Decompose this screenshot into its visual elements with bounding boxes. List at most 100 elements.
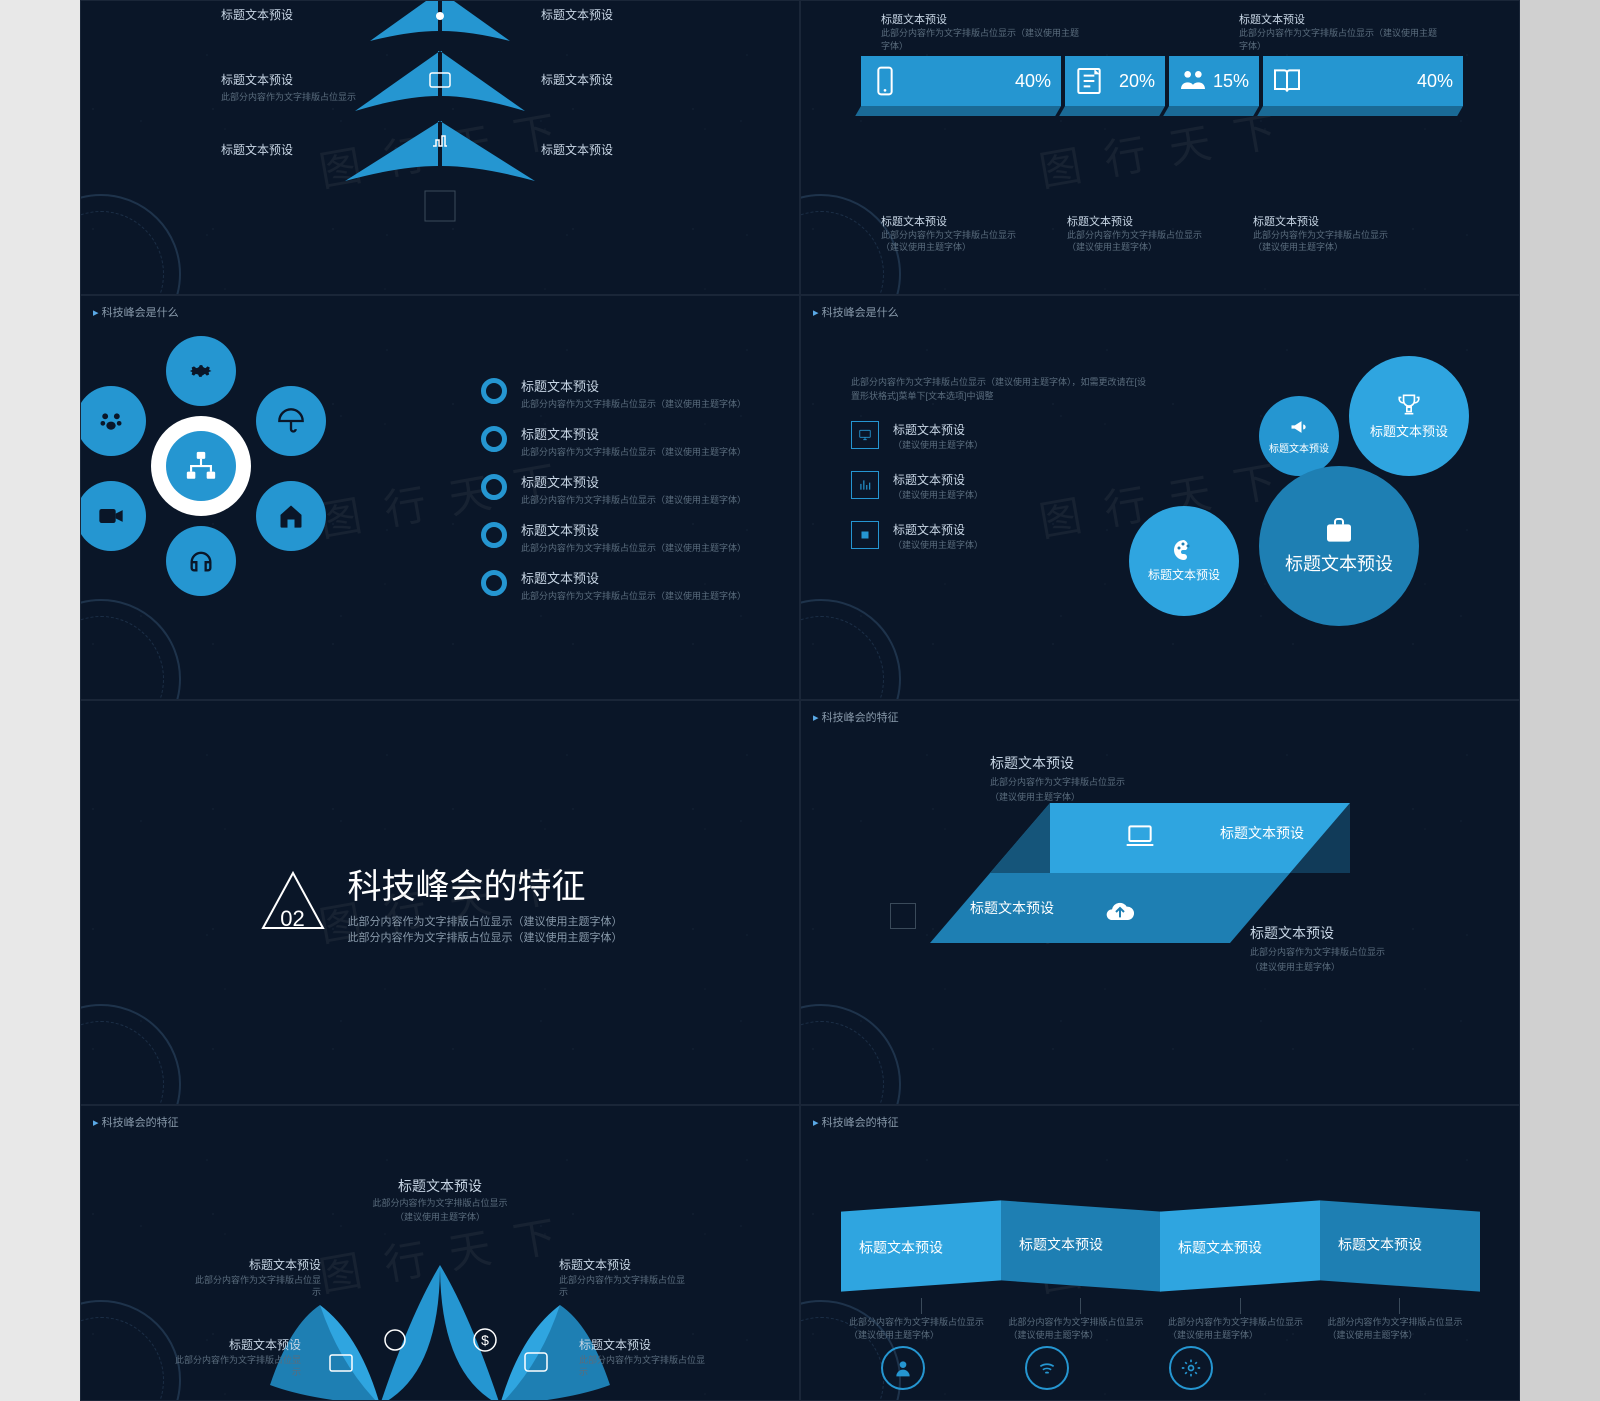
- petal-headset: [166, 526, 236, 596]
- section-subtitle: 此部分内容作为文字排版占位显示（建议使用主题字体）: [348, 914, 623, 931]
- ring-icon: [481, 522, 507, 548]
- megaphone-icon: [1289, 417, 1309, 437]
- breadcrumb: 科技峰会的特征: [813, 1114, 899, 1130]
- slide-5-section-title: 图 行 天 下 02 科技峰会的特征 此部分内容作为文字排版占位显示（建议使用主…: [80, 700, 800, 1105]
- s1-label-r2: 标题文本预设: [541, 71, 613, 88]
- people-icon: [1177, 65, 1209, 97]
- list-item: 标题文本预设此部分内容作为文字排版占位显示（建议使用主题字体）: [481, 520, 746, 554]
- slide-4: 科技峰会是什么 图 行 天 下 此部分内容作为文字排版占位显示（建议使用主题字体…: [800, 295, 1520, 700]
- wifi-icon: [1037, 1358, 1057, 1378]
- bullet-list: 标题文本预设此部分内容作为文字排版占位显示（建议使用主题字体） 标题文本预设此部…: [481, 376, 746, 616]
- slide-1: 图 行 天 下 标题文本预设: [80, 0, 800, 295]
- caption: 此部分内容作为文字排版占位显示（建议使用主题字体）: [841, 1316, 1001, 1341]
- accordion-panel: 标题文本预设: [1320, 1200, 1480, 1291]
- bubble-cluster: 标题文本预设 标题文本预设 标题文本预设 标题文本预设: [1099, 356, 1479, 636]
- gear-circle: [1169, 1346, 1213, 1390]
- caption: 此部分内容作为文字排版占位显示（建议使用主题字体）: [1160, 1316, 1320, 1341]
- accordion-ribbon: 标题文本预设 标题文本预设 标题文本预设 标题文本预设: [841, 1206, 1479, 1286]
- laptop-icon: [1124, 821, 1156, 853]
- bar-3: 15%: [1169, 56, 1259, 106]
- accordion-panel: 标题文本预设: [1160, 1200, 1320, 1291]
- slide-6: 科技峰会的特征 图 行 天 下 标题文本预设此部分内容作为文字排版占位显示（建议…: [800, 700, 1520, 1105]
- percentage-bar-chart: 40% 20% 15% 40%: [861, 56, 1459, 106]
- headset-icon: [187, 547, 215, 575]
- bubble-palette: 标题文本预设: [1129, 506, 1239, 616]
- petal-umbrella: [256, 386, 326, 456]
- petal-paw: [80, 386, 146, 456]
- breadcrumb: 科技峰会是什么: [813, 304, 899, 320]
- thumbnail-sidebar: [0, 0, 80, 1401]
- list-item: 标题文本预设（建议使用主题字体）: [851, 521, 983, 551]
- cloud-up-icon: [1104, 896, 1136, 928]
- user-icon: [893, 1358, 913, 1378]
- s1-label-r3: 标题文本预设: [541, 141, 613, 158]
- petal-video: [80, 481, 146, 551]
- decor-circle: [80, 599, 181, 700]
- s2-bottom-labels: 标题文本预设此部分内容作为文字排版占位显示（建议使用主题字体） 标题文本预设此部…: [881, 213, 1439, 254]
- slide-7: 科技峰会的特征 图 行 天 下 标题文本预设 此部分内容作为文字排版占位显示（建…: [80, 1105, 800, 1401]
- breadcrumb: 科技峰会的特征: [93, 1114, 179, 1130]
- cloud-box: [1090, 888, 1150, 936]
- book-icon: [1271, 65, 1303, 97]
- decor-circle: [800, 599, 901, 700]
- section-subtitle: 此部分内容作为文字排版占位显示（建议使用主题字体）: [348, 930, 623, 947]
- bar-4: 40%: [1263, 56, 1463, 106]
- s1-label-r1: 标题文本预设: [541, 6, 613, 23]
- s1-label-l2: 标题文本预设此部分内容作为文字排版占位显示: [221, 71, 356, 103]
- s1-label-l1: 标题文本预设: [221, 6, 293, 23]
- list-item: 标题文本预设此部分内容作为文字排版占位显示（建议使用主题字体）: [481, 424, 746, 458]
- ring-icon: [481, 474, 507, 500]
- umbrella-icon: [277, 407, 305, 435]
- list-item: 标题文本预设此部分内容作为文字排版占位显示（建议使用主题字体）: [481, 568, 746, 602]
- petal-gear: [166, 336, 236, 406]
- footer-circles: [881, 1346, 1213, 1390]
- ribbon-label-1: 标题文本预设此部分内容作为文字排版占位显示（建议使用主题字体）: [990, 753, 1125, 804]
- caption: 此部分内容作为文字排版占位显示（建议使用主题字体）: [1001, 1316, 1161, 1341]
- ribbon-label-4: 标题文本预设此部分内容作为文字排版占位显示（建议使用主题字体）: [1250, 923, 1385, 974]
- lotus-label-r1: 标题文本预设此部分内容作为文字排版占位显示: [559, 1256, 689, 1298]
- ring-icon: [481, 426, 507, 452]
- lotus-diagram: $: [260, 1225, 620, 1401]
- gear-icon: [1181, 1358, 1201, 1378]
- icon-list: 标题文本预设（建议使用主题字体） 标题文本预设（建议使用主题字体） 标题文本预设…: [851, 421, 983, 571]
- s2-top-labels: 标题文本预设此部分内容作为文字排版占位显示（建议使用主题字体） 标题文本预设此部…: [881, 11, 1439, 52]
- s1-label-l3: 标题文本预设: [221, 141, 293, 158]
- note-icon: [1073, 65, 1105, 97]
- list-item: 标题文本预设（建议使用主题字体）: [851, 471, 983, 501]
- org-icon: [184, 449, 218, 483]
- decor-circle: [80, 194, 181, 295]
- bubble-trophy: 标题文本预设: [1349, 356, 1469, 476]
- lotus-label-l2: 标题文本预设此部分内容作为文字排版占位显示: [171, 1336, 301, 1378]
- paw-icon: [97, 407, 125, 435]
- svg-text:$: $: [481, 1332, 489, 1348]
- slide-2: 图 行 天 下 标题文本预设此部分内容作为文字排版占位显示（建议使用主题字体） …: [800, 0, 1520, 295]
- breadcrumb: 科技峰会是什么: [93, 304, 179, 320]
- bubble-megaphone: 标题文本预设: [1259, 396, 1339, 476]
- breadcrumb: 科技峰会的特征: [813, 709, 899, 725]
- bar-1: 40%: [861, 56, 1061, 106]
- list-item: 标题文本预设（建议使用主题字体）: [851, 421, 983, 451]
- ring-icon: [481, 570, 507, 596]
- ribbon-label-2: 标题文本预设: [1220, 823, 1304, 843]
- accordion-panel: 标题文本预设: [1001, 1200, 1161, 1291]
- accordion-captions: 此部分内容作为文字排版占位显示（建议使用主题字体） 此部分内容作为文字排版占位显…: [841, 1316, 1479, 1341]
- lotus-title: 标题文本预设 此部分内容作为文字排版占位显示（建议使用主题字体）: [372, 1176, 507, 1223]
- phone-icon: [869, 65, 901, 97]
- trophy-icon: [1396, 392, 1422, 418]
- decor-circle: [800, 1004, 901, 1105]
- accordion-panel: 标题文本预设: [841, 1200, 1001, 1291]
- tree-diagram: [330, 0, 550, 246]
- section-title: 科技峰会的特征: [348, 859, 623, 908]
- bubble-briefcase: 标题文本预设: [1259, 466, 1419, 626]
- ribbon-diagram: 标题文本预设此部分内容作为文字排版占位显示（建议使用主题字体） 标题文本预设 标…: [910, 773, 1410, 1033]
- monitor-icon: [858, 428, 872, 442]
- bars-icon: [858, 478, 872, 492]
- user-circle: [881, 1346, 925, 1390]
- list-item: 标题文本预设此部分内容作为文字排版占位显示（建议使用主题字体）: [481, 376, 746, 410]
- list-item: 标题文本预设此部分内容作为文字排版占位显示（建议使用主题字体）: [481, 472, 746, 506]
- petal-home: [256, 481, 326, 551]
- lotus-label-r2: 标题文本预设此部分内容作为文字排版占位显示: [579, 1336, 709, 1378]
- flower-center: [151, 416, 251, 516]
- ribbon-label-3: 标题文本预设: [970, 898, 1054, 918]
- palette-icon: [1172, 538, 1196, 562]
